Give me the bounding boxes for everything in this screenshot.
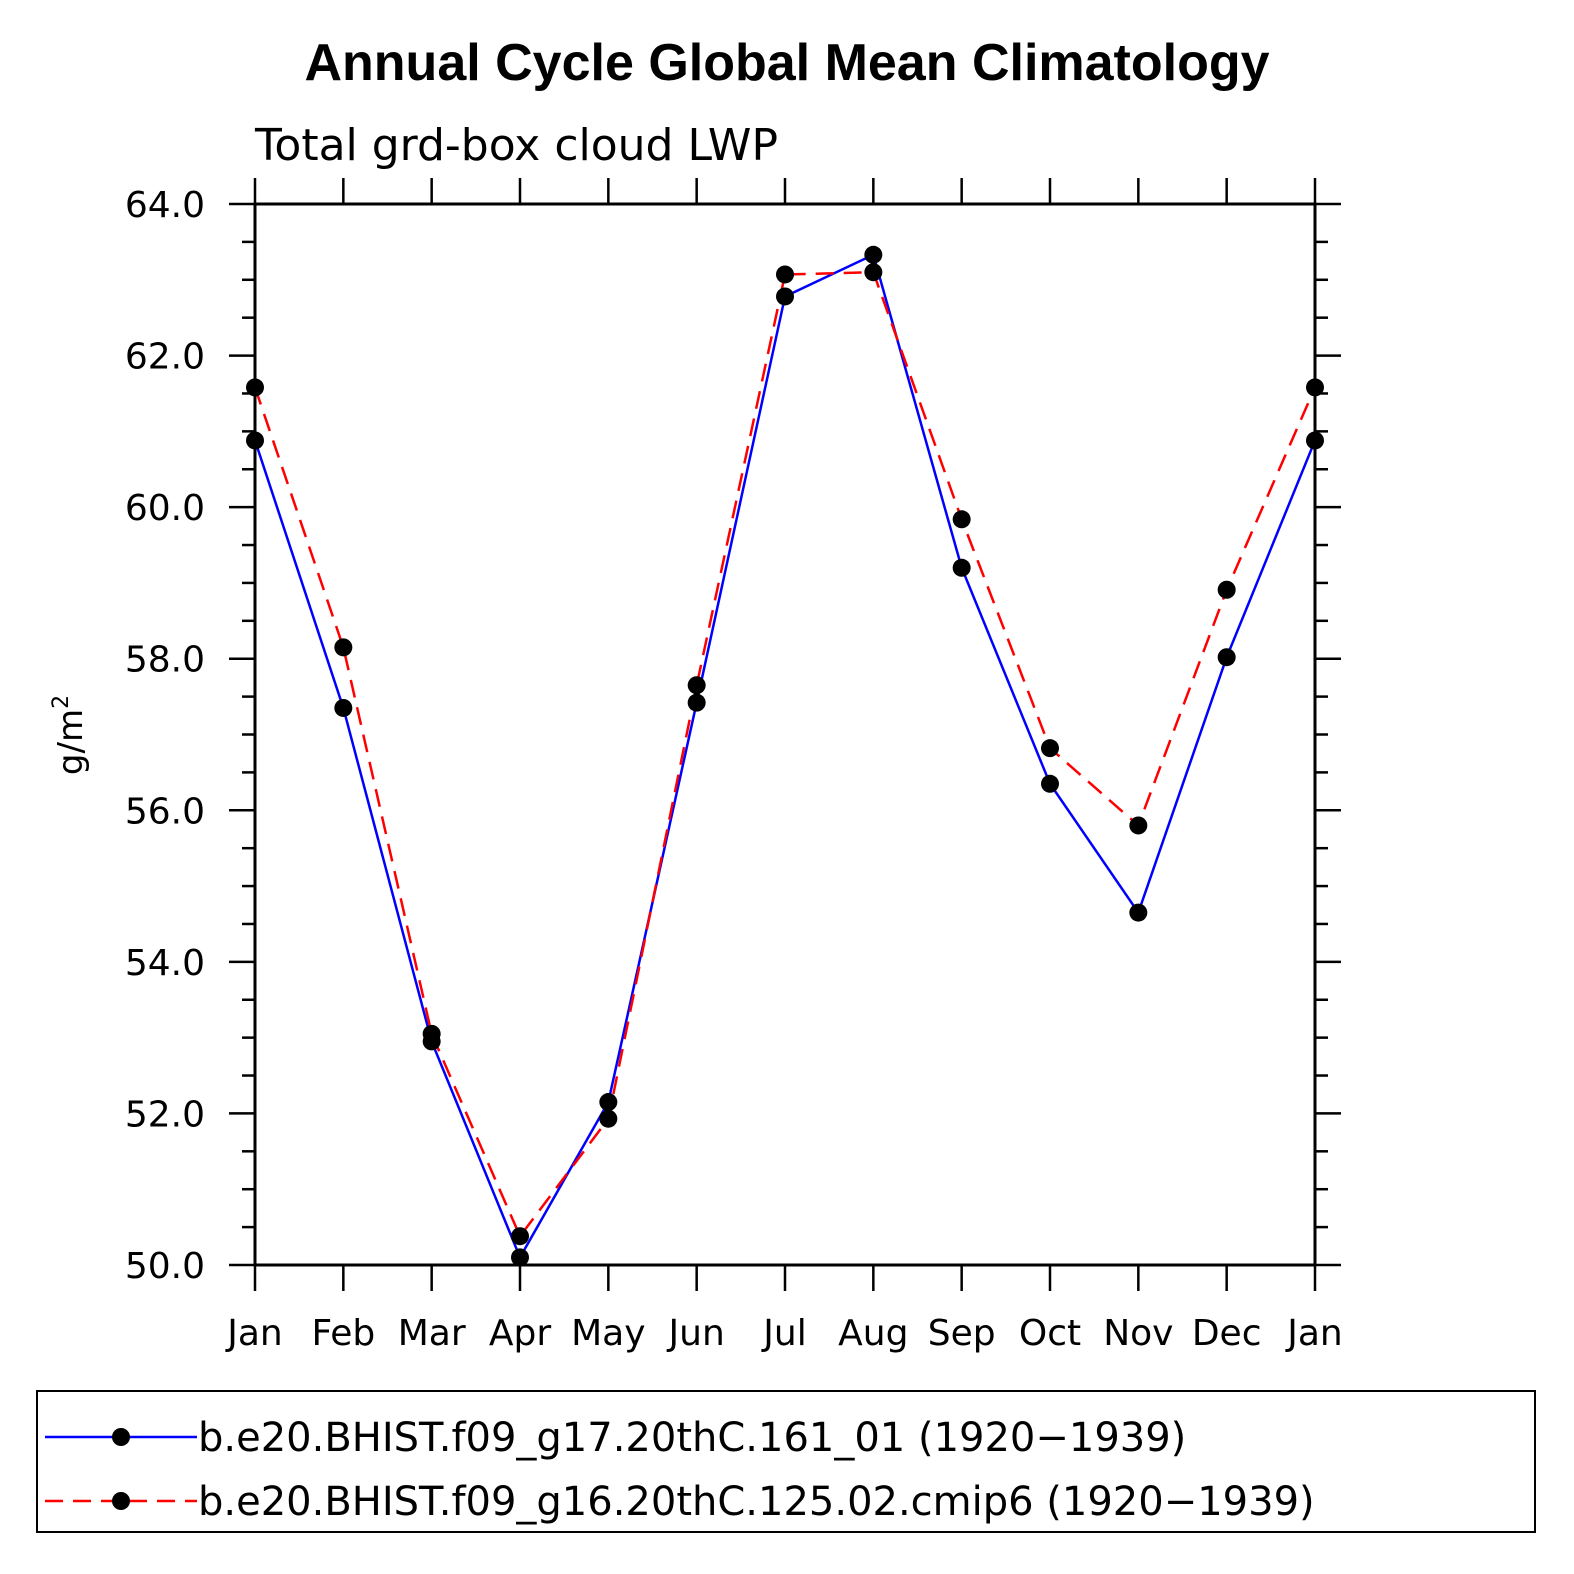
series-2-point bbox=[952, 510, 971, 529]
series-2-point bbox=[511, 1227, 529, 1246]
y-tick-label: 62.0 bbox=[125, 337, 205, 378]
series-1-point bbox=[864, 245, 883, 264]
x-tick-label: Aug bbox=[838, 1313, 908, 1354]
series-2-point bbox=[1217, 580, 1236, 599]
y-tick-label: 58.0 bbox=[125, 640, 205, 681]
series-1-point bbox=[1129, 903, 1148, 922]
y-tick-label: 60.0 bbox=[125, 488, 205, 529]
legend-marker-1 bbox=[112, 1428, 130, 1446]
x-tick-label: Nov bbox=[1103, 1313, 1173, 1354]
chart-title: Annual Cycle Global Mean Climatology bbox=[304, 34, 1269, 92]
x-tick-label: Jan bbox=[1285, 1313, 1343, 1354]
series-2-point bbox=[776, 265, 794, 284]
series-1-point bbox=[952, 558, 971, 577]
legend: b.e20.BHIST.f09_g17.20thC.161_01 (1920−1… bbox=[36, 1390, 1536, 1533]
series-line-2 bbox=[253, 270, 1317, 1239]
x-tick-label: Apr bbox=[489, 1313, 551, 1354]
x-tick-label: Sep bbox=[928, 1313, 996, 1354]
y-axis-label-superscript: 2 bbox=[49, 695, 74, 709]
series-line-1 bbox=[253, 253, 1317, 1261]
x-tick-label: Dec bbox=[1192, 1313, 1262, 1354]
series-2-point bbox=[334, 638, 353, 657]
y-tick-label: 52.0 bbox=[125, 1094, 205, 1135]
series-2-point bbox=[1129, 816, 1148, 835]
y-tick-label: 64.0 bbox=[125, 185, 205, 226]
series-2-point bbox=[864, 263, 883, 282]
series-1-point bbox=[334, 698, 353, 717]
x-tick-label: Jul bbox=[761, 1313, 806, 1354]
legend-marker-2 bbox=[112, 1492, 130, 1510]
y-axis-label: g/m2 bbox=[49, 695, 91, 775]
x-tick-label: Jan bbox=[225, 1313, 283, 1354]
y-tick-label: 50.0 bbox=[125, 1246, 205, 1287]
legend-label-1: b.e20.BHIST.f09_g17.20thC.161_01 (1920−1… bbox=[198, 1415, 1186, 1461]
y-tick-label: 56.0 bbox=[125, 791, 205, 832]
chart-subtitle: Total grd-box cloud LWP bbox=[254, 120, 778, 171]
series-2-point bbox=[599, 1109, 618, 1128]
series-layer bbox=[246, 245, 1324, 1267]
y-tick-label: 54.0 bbox=[125, 943, 205, 984]
series-1-point bbox=[1041, 774, 1059, 793]
x-tick-label: Jun bbox=[667, 1313, 725, 1354]
series-1-point bbox=[599, 1093, 618, 1112]
y-axis-label-text: g/m bbox=[51, 709, 91, 775]
plot-frame bbox=[253, 202, 1317, 1267]
series-2-point bbox=[422, 1024, 441, 1043]
x-tick-label: May bbox=[571, 1313, 645, 1354]
x-tick-label: Mar bbox=[398, 1313, 466, 1354]
series-2-point bbox=[687, 676, 706, 695]
svg-text:g/m2: g/m2 bbox=[49, 695, 91, 775]
x-tick-label: Feb bbox=[311, 1313, 375, 1354]
legend-label-2: b.e20.BHIST.f09_g16.20thC.125.02.cmip6 (… bbox=[198, 1479, 1315, 1525]
series-1-point bbox=[511, 1248, 529, 1267]
series-1-point bbox=[776, 287, 794, 306]
legend-box bbox=[36, 1390, 1536, 1533]
series-1-point bbox=[687, 693, 706, 712]
x-tick-label: Oct bbox=[1019, 1313, 1081, 1354]
series-2-point bbox=[1041, 739, 1059, 758]
ticks-layer: 50.0 52.0 54.0 56.0 58.0 60.0 62.0 64.0 Jan Feb Ma… bbox=[125, 178, 1343, 1354]
series-1-point bbox=[1217, 648, 1236, 667]
